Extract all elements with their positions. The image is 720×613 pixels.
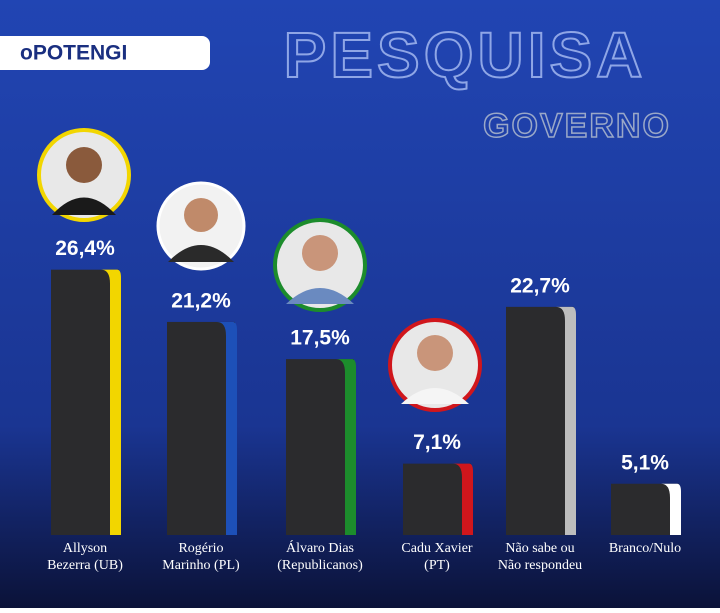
x-tick-label: Allyson <box>63 541 107 556</box>
value-label: 22,7% <box>510 274 570 297</box>
photo-body <box>286 288 354 304</box>
logo-box <box>0 36 210 70</box>
bar-accent <box>556 306 576 535</box>
value-label: 21,2% <box>171 289 231 312</box>
bar <box>51 269 119 535</box>
x-tick-label: Branco/Nulo <box>609 541 681 556</box>
bar <box>286 359 354 535</box>
bar-accent <box>336 359 356 535</box>
photo-face <box>184 198 218 232</box>
bar <box>611 483 679 535</box>
value-label: 17,5% <box>290 327 350 350</box>
value-label: 7,1% <box>413 431 461 454</box>
bar <box>403 463 471 535</box>
photo-body <box>52 197 116 215</box>
bar <box>167 321 235 535</box>
photo-face <box>302 235 338 271</box>
photo-face <box>66 147 102 183</box>
x-tick-label: Rogério <box>178 541 223 556</box>
chart-title: PESQUISA <box>284 19 647 91</box>
bar-accent <box>661 483 681 535</box>
x-tick-label: Cadu Xavier <box>401 541 472 556</box>
chart-subtitle: GOVERNO <box>483 107 671 145</box>
logo: oPOTENGI <box>20 42 127 65</box>
bar-accent <box>101 269 121 535</box>
x-tick-label: Álvaro Dias <box>286 539 354 556</box>
x-tick-label: (Republicanos) <box>277 558 363 573</box>
photos <box>37 128 482 412</box>
x-tick-label: Não sabe ou <box>505 541 574 556</box>
bar-accent <box>453 463 473 535</box>
value-label: 26,4% <box>55 237 115 260</box>
bar <box>506 306 574 535</box>
value-label: 5,1% <box>621 451 669 474</box>
x-tick-label: Bezerra (UB) <box>47 558 123 573</box>
bar-accent <box>217 321 237 535</box>
photo-face <box>417 335 453 371</box>
photo-body <box>401 388 469 404</box>
x-tick-label: Não respondeu <box>498 558 582 573</box>
x-tick-label: Marinho (PL) <box>162 558 240 573</box>
x-tick-label: (PT) <box>424 558 450 573</box>
photo-body <box>168 245 234 262</box>
